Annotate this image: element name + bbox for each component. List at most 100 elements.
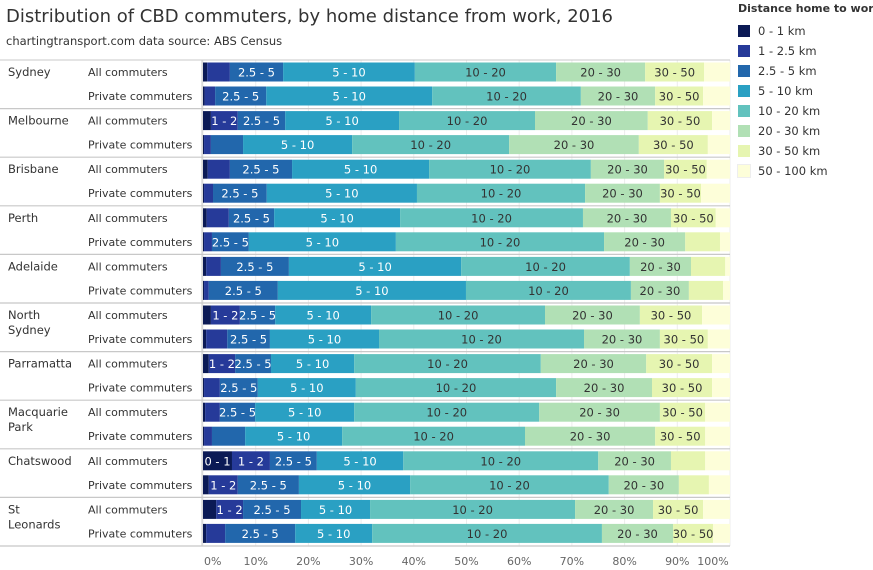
legend-item[interactable]: 0 - 1 km — [738, 21, 873, 41]
bar-segment-1-2[interactable] — [204, 232, 212, 252]
bar-segment-0-1[interactable] — [203, 426, 205, 446]
bar-segment-2-5-5[interactable] — [235, 354, 271, 374]
bar-segment-1-2[interactable] — [206, 523, 226, 543]
bar-segment-50-100[interactable] — [705, 451, 730, 471]
bar-segment-0-1[interactable] — [203, 329, 207, 349]
bar-segment-5-10[interactable] — [316, 451, 404, 471]
bar-segment-0-1[interactable] — [203, 232, 205, 252]
bar-segment-0-1[interactable] — [203, 280, 205, 300]
bar-segment-0-1[interactable] — [203, 208, 207, 228]
bar-segment-5-10[interactable] — [283, 62, 415, 82]
bar-segment-5-10[interactable] — [248, 232, 396, 252]
bar-segment-5-10[interactable] — [255, 402, 355, 422]
bar-segment-5-10[interactable] — [275, 305, 372, 325]
bar-segment-1-2[interactable] — [208, 354, 236, 374]
bar-segment-0-1[interactable] — [203, 475, 209, 495]
bar-segment-0-1[interactable] — [203, 86, 205, 106]
bar-segment-10-20[interactable] — [371, 305, 546, 325]
bar-segment-20-30[interactable] — [540, 354, 647, 374]
bar-segment-5-10[interactable] — [292, 159, 430, 179]
bar-segment-50-100[interactable] — [712, 111, 730, 131]
bar-segment-30-50[interactable] — [673, 523, 714, 543]
bar-segment-20-30[interactable] — [535, 111, 648, 131]
legend-item[interactable]: 1 - 2.5 km — [738, 41, 873, 61]
bar-segment-10-20[interactable] — [410, 475, 609, 495]
bar-segment-30-50[interactable] — [645, 62, 705, 82]
bar-segment-20-30[interactable] — [545, 305, 640, 325]
bar-segment-2-5-5[interactable] — [229, 62, 284, 82]
bar-segment-30-50[interactable] — [639, 305, 703, 325]
bar-segment-20-30[interactable] — [608, 475, 679, 495]
bar-segment-2-5-5[interactable] — [269, 451, 317, 471]
bar-segment-20-30[interactable] — [590, 159, 665, 179]
bar-segment-10-20[interactable] — [354, 354, 541, 374]
bar-segment-50-100[interactable] — [723, 280, 730, 300]
bar-segment-5-10[interactable] — [288, 256, 462, 276]
bar-segment-5-10[interactable] — [266, 86, 433, 106]
bar-segment-20-30[interactable] — [582, 208, 671, 228]
bar-segment-5-10[interactable] — [245, 426, 343, 446]
bar-segment-10-20[interactable] — [414, 62, 557, 82]
bar-segment-20-30[interactable] — [556, 62, 646, 82]
bar-segment-2-5-5[interactable] — [237, 111, 286, 131]
bar-segment-20-30[interactable] — [598, 451, 671, 471]
bar-segment-30-50[interactable] — [647, 111, 713, 131]
bar-segment-5-10[interactable] — [301, 499, 371, 519]
bar-segment-5-10[interactable] — [285, 111, 400, 131]
bar-segment-5-10[interactable] — [295, 523, 373, 543]
legend-item[interactable]: 50 - 100 km — [737, 161, 873, 181]
bar-segment-0-1[interactable] — [203, 111, 211, 131]
bar-segment-20-30[interactable] — [629, 256, 692, 276]
bar-segment-30-50[interactable] — [646, 354, 713, 374]
bar-segment-30-50[interactable] — [678, 475, 709, 495]
bar-segment-50-100[interactable] — [706, 159, 730, 179]
bar-segment-2-5-5[interactable] — [211, 426, 246, 446]
bar-segment-1-2[interactable] — [205, 402, 220, 422]
bar-segment-50-100[interactable] — [715, 208, 730, 228]
bar-segment-50-100[interactable] — [702, 305, 730, 325]
bar-segment-5-10[interactable] — [243, 135, 353, 155]
bar-segment-10-20[interactable] — [403, 451, 599, 471]
bar-segment-10-20[interactable] — [399, 111, 536, 131]
bar-segment-10-20[interactable] — [395, 232, 605, 252]
bar-segment-1-2[interactable] — [204, 183, 214, 203]
bar-segment-0-1[interactable] — [203, 159, 208, 179]
bar-segment-10-20[interactable] — [379, 329, 585, 349]
bar-segment-0-1[interactable] — [203, 135, 205, 155]
bar-segment-5-10[interactable] — [266, 183, 417, 203]
bar-segment-0-1[interactable] — [203, 523, 207, 543]
bar-segment-0-1[interactable] — [203, 256, 207, 276]
bar-segment-2-5-5[interactable] — [243, 499, 302, 519]
bar-segment-1-2[interactable] — [231, 451, 270, 471]
bar-segment-1-2[interactable] — [204, 280, 209, 300]
bar-segment-1-2[interactable] — [210, 305, 240, 325]
bar-segment-0-1[interactable] — [203, 183, 205, 203]
bar-segment-50-100[interactable] — [708, 475, 730, 495]
legend-item[interactable]: 20 - 30 km — [738, 121, 873, 141]
bar-segment-50-100[interactable] — [703, 499, 730, 519]
bar-segment-50-100[interactable] — [704, 62, 730, 82]
bar-segment-30-50[interactable] — [659, 402, 706, 422]
bar-segment-20-30[interactable] — [584, 329, 660, 349]
bar-segment-0-1[interactable] — [203, 354, 209, 374]
bar-segment-1-2[interactable] — [206, 329, 228, 349]
bar-segment-2-5-5[interactable] — [213, 183, 267, 203]
bar-segment-30-50[interactable] — [664, 159, 707, 179]
bar-segment-2-5-5[interactable] — [211, 232, 249, 252]
bar-segment-20-30[interactable] — [630, 280, 689, 300]
bar-segment-5-10[interactable] — [269, 329, 380, 349]
bar-segment-30-50[interactable] — [688, 280, 724, 300]
bar-segment-1-2[interactable] — [206, 208, 229, 228]
bar-segment-50-100[interactable] — [725, 256, 730, 276]
bar-segment-0-1[interactable] — [203, 402, 206, 422]
bar-segment-50-100[interactable] — [719, 232, 730, 252]
bar-segment-30-50[interactable] — [670, 208, 716, 228]
bar-segment-30-50[interactable] — [652, 378, 713, 398]
bar-segment-0-1[interactable] — [203, 305, 211, 325]
bar-segment-2-5-5[interactable] — [219, 378, 258, 398]
legend-item[interactable]: 30 - 50 km — [738, 141, 873, 161]
bar-segment-5-10[interactable] — [277, 280, 466, 300]
bar-segment-10-20[interactable] — [372, 523, 602, 543]
bar-segment-50-100[interactable] — [712, 378, 730, 398]
bar-segment-1-2[interactable] — [204, 135, 211, 155]
